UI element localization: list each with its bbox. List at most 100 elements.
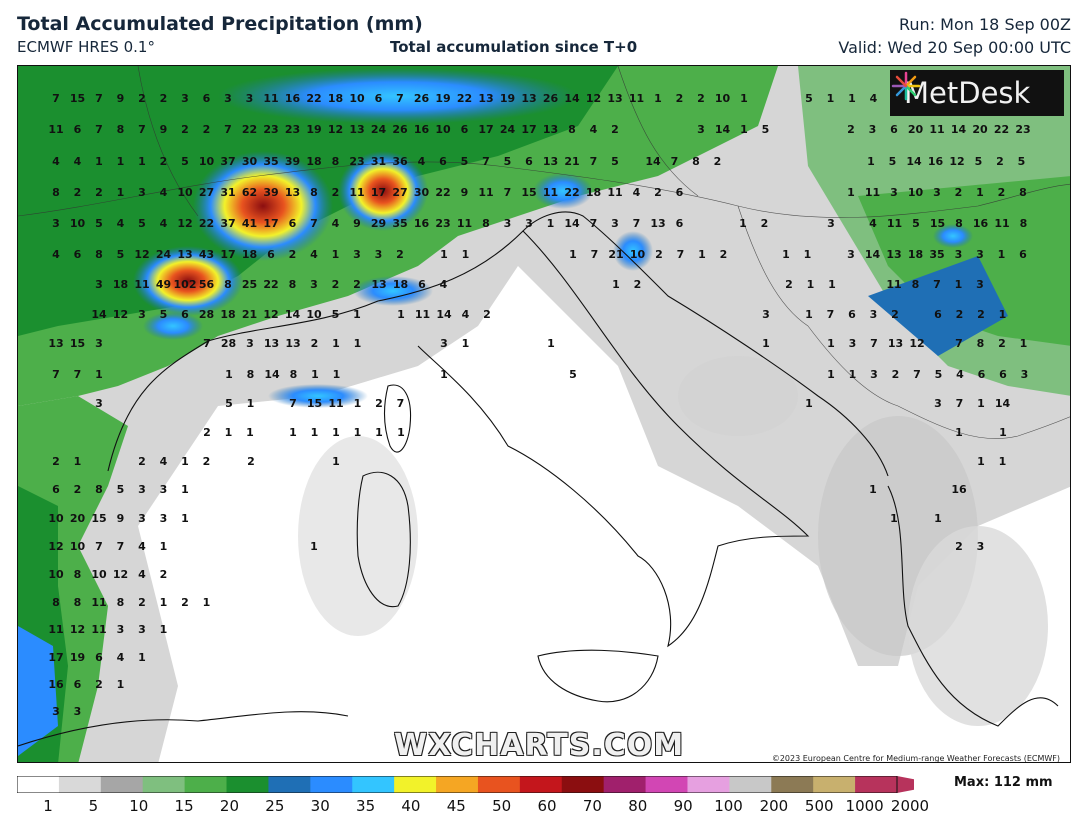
color-scale-bar (17, 776, 914, 793)
precip-value: 14 (715, 123, 731, 136)
precip-value: 3 (52, 217, 60, 230)
precip-value: 102 (174, 278, 197, 291)
precip-value: 2 (160, 568, 168, 581)
precip-value: 4 (160, 186, 168, 199)
precip-value: 26 (414, 92, 430, 105)
precip-value: 30 (414, 186, 430, 199)
precip-value: 2 (611, 123, 619, 136)
precip-value: 2 (311, 337, 319, 350)
precip-value: 22 (564, 186, 579, 199)
precip-value: 35 (392, 217, 407, 230)
precip-value: 14 (645, 155, 661, 168)
precip-value: 1 (782, 248, 790, 261)
precip-value: 3 (160, 512, 168, 525)
precip-value: 11 (929, 123, 944, 136)
precip-value: 10 (435, 123, 451, 136)
precip-value: 16 (928, 155, 944, 168)
precip-value: 12 (113, 568, 128, 581)
precip-value: 14 (264, 368, 280, 381)
precip-value: 6 (676, 186, 684, 199)
precip-value: 5 (332, 308, 340, 321)
precip-value: 3 (375, 248, 383, 261)
precip-value: 11 (478, 186, 493, 199)
precip-value: 17 (263, 217, 278, 230)
precip-value: 19 (500, 92, 515, 105)
precip-value: 23 (285, 123, 300, 136)
precip-value: 3 (138, 623, 146, 636)
precip-value: 23 (349, 155, 364, 168)
precip-value: 27 (199, 186, 214, 199)
metdesk-logo-text: MetDesk (904, 76, 1031, 110)
precip-value: 24 (500, 123, 516, 136)
precip-value: 3 (1021, 368, 1029, 381)
precip-value: 18 (113, 278, 128, 291)
precip-value: 1 (181, 512, 189, 525)
precip-value: 11 (457, 217, 472, 230)
precip-value: 11 (134, 278, 149, 291)
precip-value: 2 (634, 278, 642, 291)
precip-value: 7 (482, 155, 490, 168)
precip-value: 12 (113, 308, 128, 321)
precip-value: 39 (285, 155, 300, 168)
precip-value: 3 (525, 217, 533, 230)
precip-value: 13 (886, 248, 901, 261)
max-value-label: Max: 112 mm (954, 775, 1053, 790)
precip-value: 28 (221, 337, 236, 350)
precip-value: 4 (160, 217, 168, 230)
precip-value: 1 (848, 92, 856, 105)
precip-value: 8 (224, 278, 232, 291)
precip-value: 1 (999, 426, 1007, 439)
precip-value: 8 (955, 217, 963, 230)
precip-value: 1 (310, 540, 318, 553)
color-scale-segment (687, 776, 730, 793)
precip-value: 2 (892, 368, 900, 381)
precip-value: 3 (827, 217, 835, 230)
precip-value: 1 (332, 337, 340, 350)
color-scale-tick-label: 30 (310, 797, 330, 815)
precip-value: 16 (414, 217, 430, 230)
precip-value: 1 (225, 426, 233, 439)
precip-value: 13 (285, 186, 300, 199)
precip-value: 9 (117, 92, 125, 105)
precip-value: 1 (247, 397, 255, 410)
precip-value: 37 (220, 217, 235, 230)
precip-value: 43 (199, 248, 214, 261)
precip-value: 2 (655, 248, 663, 261)
precip-value: 22 (199, 217, 214, 230)
precipitation-map[interactable]: 7 15 7 9 2 2 3 6 3 3 11 16 22 18 10 6 7 26 19 22 13 19 13 26 14 1… (17, 65, 1071, 763)
precip-value: 1 (849, 368, 857, 381)
color-scale-segment (729, 776, 772, 793)
precip-value: 11 (91, 596, 106, 609)
precip-value: 4 (138, 568, 146, 581)
precip-value: 3 (847, 248, 855, 261)
precip-value: 6 (203, 92, 211, 105)
precip-value: 4 (117, 217, 125, 230)
precip-value: 6 (74, 678, 82, 691)
precip-value: 1 (805, 397, 813, 410)
precip-value: 14 (995, 397, 1011, 410)
metdesk-logo[interactable]: MetDesk (890, 70, 1064, 116)
precip-value: 3 (977, 540, 985, 553)
precip-value: 4 (869, 217, 877, 230)
precip-value: 31 (220, 186, 235, 199)
precip-value: 6 (978, 368, 986, 381)
precip-value: 1 (869, 483, 877, 496)
color-scale-ticks: 1 5 10 15 20 25 30 35 40 45 50 60 70 80 90 100 200 500 100… (17, 797, 929, 819)
precip-value: 14 (91, 308, 107, 321)
precip-value: 3 (138, 308, 146, 321)
color-scale-segment (603, 776, 647, 793)
color-scale-segment (477, 776, 521, 793)
precip-value: 1 (95, 155, 103, 168)
precip-value: 2 (181, 123, 189, 136)
precip-value: 12 (177, 217, 192, 230)
precip-value: 4 (74, 155, 82, 168)
precip-value: 11 (887, 217, 902, 230)
precip-value: 4 (138, 540, 146, 553)
precip-value: 1 (740, 123, 748, 136)
precip-value: 1 (354, 426, 362, 439)
precip-value: 1 (160, 596, 168, 609)
precip-value: 1 (397, 426, 405, 439)
color-scale-tick-label: 1000 (845, 797, 884, 815)
color-scale-segment (561, 776, 605, 793)
precip-value: 1 (828, 278, 836, 291)
